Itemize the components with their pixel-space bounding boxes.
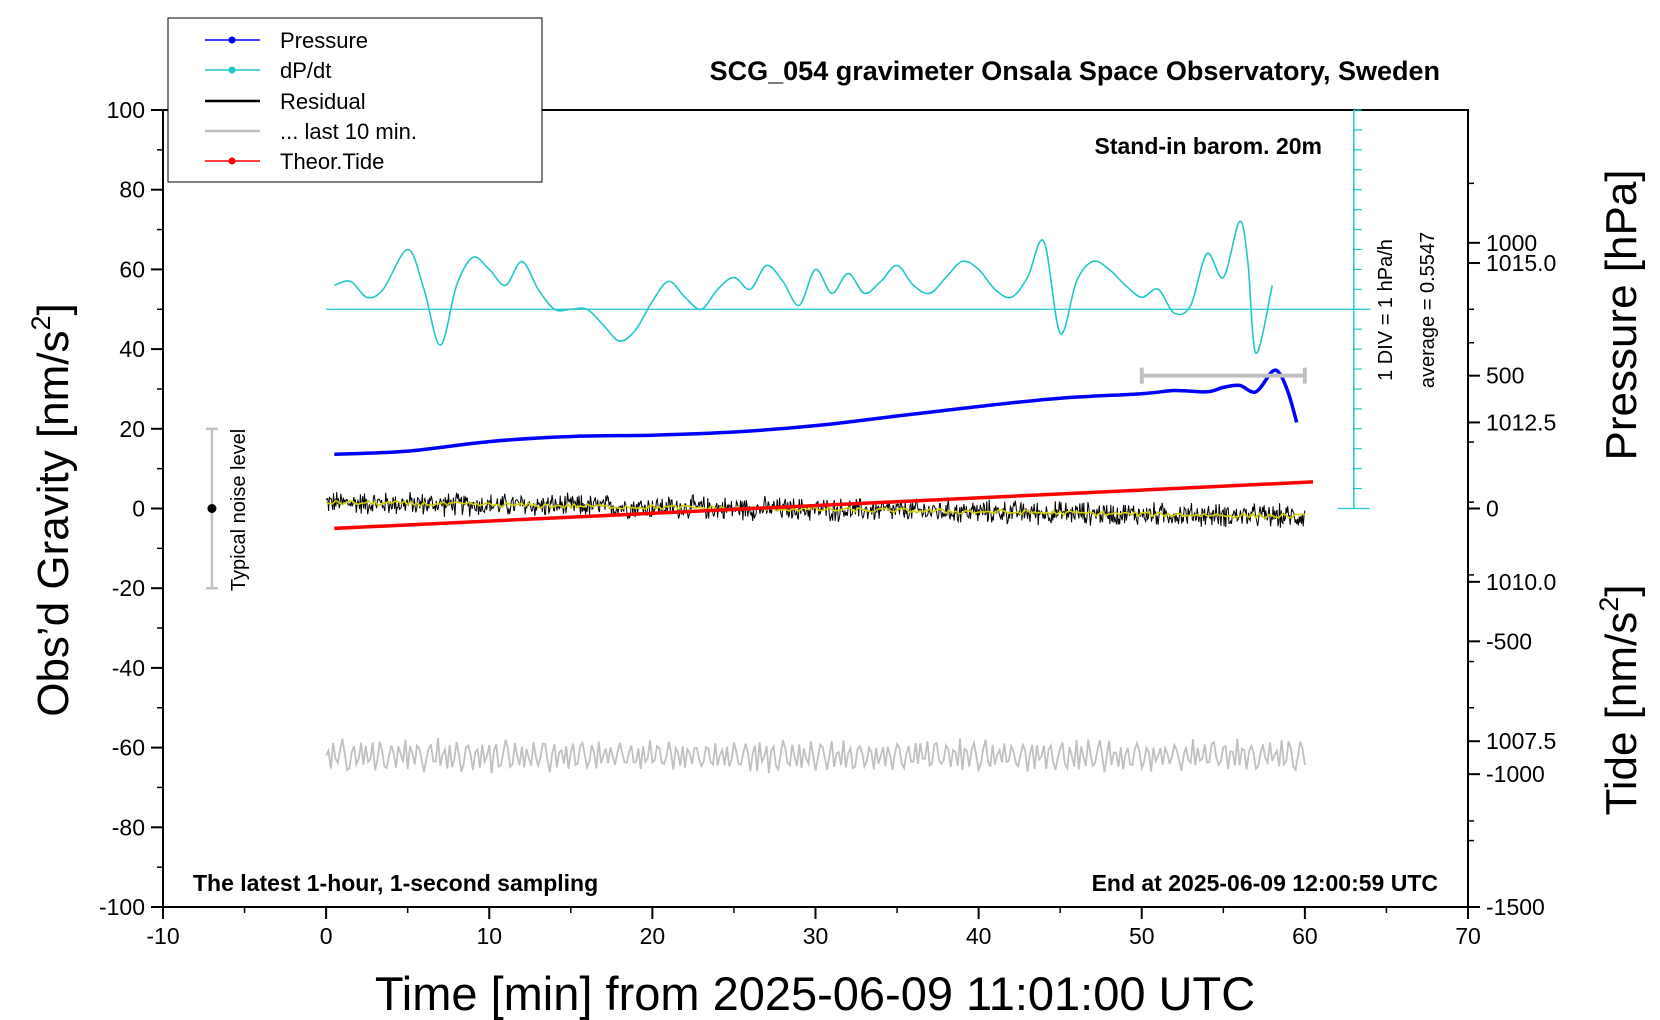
x-tick-label-0: -10	[146, 923, 179, 949]
tide-tick-label-0: -1500	[1486, 894, 1545, 920]
x-tick-label-7: 60	[1292, 923, 1318, 949]
legend-label-tide: Theor.Tide	[280, 149, 384, 174]
last10-bar	[1139, 367, 1307, 384]
tide-tick-label-4: 500	[1486, 363, 1524, 389]
x-axis-ticks: -10 0 10 20 30 40 50 60 70	[146, 907, 1481, 949]
tide-axis-ticks: -1500 -1000 -500 0 500 1000	[1468, 230, 1545, 920]
x-tick-label-4: 30	[803, 923, 829, 949]
y-axis-label-tide-main: Tide [nm/s	[1597, 612, 1646, 816]
legend-entry-residual: Residual	[205, 89, 366, 114]
y-axis-label-tide: Tide [nm/s2]	[1594, 584, 1646, 815]
legend-entry-tide: Theor.Tide	[205, 149, 384, 174]
legend-label-pressure: Pressure	[280, 28, 368, 53]
y-tick-label-9: 80	[119, 177, 145, 203]
x-tick-label-1: 0	[320, 923, 333, 949]
average-label: average = 0.5547	[1417, 232, 1439, 388]
legend-entry-last10: ... last 10 min.	[205, 119, 417, 144]
series-residual-smoothed	[325, 499, 1305, 520]
series-dpdt	[334, 220, 1274, 354]
y-axis-label-left-sup: 2	[26, 315, 56, 330]
pressure-tick-label-3: 1015.0	[1486, 250, 1556, 276]
y-tick-label-2: -60	[112, 735, 145, 761]
y-tick-label-10: 100	[107, 97, 145, 123]
legend-box	[167, 17, 543, 183]
div-label: 1 DIV = 1 hPa/h	[1375, 239, 1397, 381]
legend-label-last10: ... last 10 min.	[280, 119, 417, 144]
legend: Pressure dP/dt Residual ... last 10 min.…	[167, 17, 543, 183]
x-tick-label-8: 70	[1455, 923, 1481, 949]
pressure-tick-label-2: 1012.5	[1486, 409, 1556, 435]
tide-tick-label-3: 0	[1486, 496, 1499, 522]
noise-label: Typical noise level	[228, 429, 250, 591]
y-tick-label-6: 20	[119, 416, 145, 442]
y-axis-label-pressure: Pressure [hPa]	[1597, 169, 1646, 460]
legend-marker-tide	[228, 157, 236, 165]
y-tick-label-1: -80	[112, 814, 145, 840]
tide-tick-label-5: 1000	[1486, 230, 1537, 256]
noise-bar-center-dot	[207, 504, 217, 513]
y-tick-label-8: 60	[119, 256, 145, 282]
y-axis-label-left-main: Obs’d Gravity [nm/s	[29, 330, 78, 716]
y-tick-label-3: -40	[112, 655, 145, 681]
bottom-left-annotation: The latest 1-hour, 1-second sampling	[193, 870, 598, 896]
legend-marker-dpdt	[228, 66, 236, 74]
y-axis-label-tide-close: ]	[1597, 584, 1646, 596]
noise-bar	[205, 427, 218, 590]
x-axis-label: Time [min] from 2025-06-09 11:01:00 UTC	[375, 967, 1255, 1020]
series-pressure	[334, 368, 1299, 457]
series-group	[325, 220, 1371, 774]
y-tick-label-4: -20	[112, 575, 145, 601]
pressure-tick-label-0: 1007.5	[1486, 728, 1556, 754]
y-axis-label-left-close: ]	[29, 303, 78, 315]
bottom-right-annotation: End at 2025-06-09 12:00:59 UTC	[1092, 870, 1438, 896]
barometer-annotation: Stand-in barom. 20m	[1095, 133, 1322, 159]
y-tick-label-5: 0	[132, 496, 145, 522]
y-tick-label-0: -100	[99, 894, 145, 920]
series-tide	[334, 480, 1314, 531]
pressure-axis-ticks: 1007.5 1010.0 1012.5 1015.0	[1468, 182, 1556, 822]
tide-tick-label-1: -1000	[1486, 761, 1545, 787]
x-tick-label-5: 40	[966, 923, 992, 949]
x-tick-label-6: 50	[1129, 923, 1155, 949]
y-axis-ticks: -100 -80 -60 -40 -20 0 20 40 60 80 100	[99, 97, 163, 920]
tide-tick-label-2: -500	[1486, 628, 1532, 654]
legend-entry-pressure: Pressure	[205, 28, 368, 53]
x-tick-label-2: 10	[476, 923, 502, 949]
x-tick-label-3: 20	[640, 923, 666, 949]
y-tick-label-7: 40	[119, 336, 145, 362]
legend-label-dpdt: dP/dt	[280, 58, 331, 83]
series-last10	[325, 738, 1306, 774]
chart-title: SCG_054 gravimeter Onsala Space Observat…	[710, 56, 1440, 86]
legend-entry-dpdt: dP/dt	[205, 58, 331, 83]
legend-label-residual: Residual	[280, 89, 366, 114]
y-axis-label-tide-sup: 2	[1594, 597, 1624, 612]
legend-marker-pressure	[228, 36, 236, 44]
y-axis-label-left: Obs’d Gravity [nm/s2]	[26, 303, 78, 717]
pressure-tick-label-1: 1010.0	[1486, 569, 1556, 595]
